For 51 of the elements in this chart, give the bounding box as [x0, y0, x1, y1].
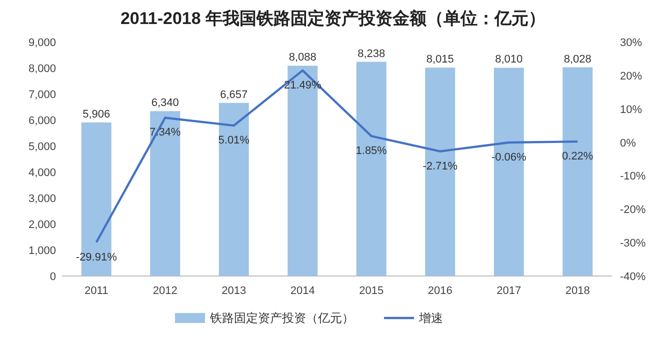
x-tick-label: 2018	[565, 285, 590, 297]
y2-tick-label: 10%	[620, 104, 642, 116]
y2-tick-label: -30%	[620, 238, 646, 250]
bar	[356, 62, 386, 276]
y-tick-label: 6,000	[28, 115, 56, 127]
y-tick-label: 4,000	[28, 167, 56, 179]
data-label: 5.01%	[218, 134, 250, 147]
y2-tick-label: -20%	[620, 204, 646, 216]
y-tick-label: 8,000	[28, 63, 56, 75]
data-label: -29.91%	[76, 251, 118, 264]
x-tick-label: 2012	[152, 285, 178, 297]
legend-label: 增速	[418, 311, 443, 325]
bar	[218, 102, 249, 276]
y2-tick-label: 0%	[620, 137, 636, 150]
data-label: 8,028	[564, 53, 592, 66]
y-tick-label: 5,000	[28, 141, 56, 153]
data-label: 0.22%	[562, 150, 594, 163]
x-tick-label: 2011	[84, 285, 108, 297]
data-label: -0.06%	[491, 151, 527, 164]
data-label: 6,657	[220, 88, 248, 101]
data-label: 21.49%	[284, 79, 322, 92]
data-label: 1.85%	[356, 145, 388, 158]
bar	[562, 67, 593, 276]
x-tick-label: 2013	[222, 285, 246, 297]
data-label: 8,088	[288, 52, 316, 64]
data-label: 6,340	[151, 97, 179, 110]
bar	[494, 68, 524, 276]
y2-tick-label: -40%	[620, 271, 646, 283]
y-tick-label: 0	[50, 271, 56, 283]
y-tick-label: 7,000	[28, 89, 56, 101]
y-tick-label: 3,000	[28, 193, 56, 205]
x-tick-label: 2016	[428, 285, 452, 297]
chart-title: 2011-2018 年我国铁路固定资产投资金额（单位：亿元）	[120, 9, 546, 28]
data-label: 7.34%	[150, 126, 181, 139]
y2-tick-label: 30%	[620, 37, 642, 49]
x-tick-label: 2014	[290, 285, 315, 297]
x-tick-label: 2017	[496, 285, 522, 297]
y-tick-label: 2,000	[28, 219, 56, 231]
data-label: 8,015	[426, 54, 454, 66]
y2-tick-label: 20%	[620, 70, 642, 82]
y2-tick-label: -10%	[620, 170, 646, 183]
y-tick-label: 9,000	[28, 37, 56, 49]
bar	[425, 68, 456, 276]
data-label: 5,906	[82, 108, 110, 120]
data-label: 8,238	[358, 48, 386, 60]
y-tick-label: 1,000	[28, 245, 56, 257]
legend-label: 铁路固定资产投资（亿元）	[209, 311, 354, 325]
data-label: -2.71%	[422, 160, 458, 172]
x-tick-label: 2015	[359, 285, 384, 297]
data-label: 8,010	[495, 54, 523, 66]
bar	[150, 111, 180, 276]
